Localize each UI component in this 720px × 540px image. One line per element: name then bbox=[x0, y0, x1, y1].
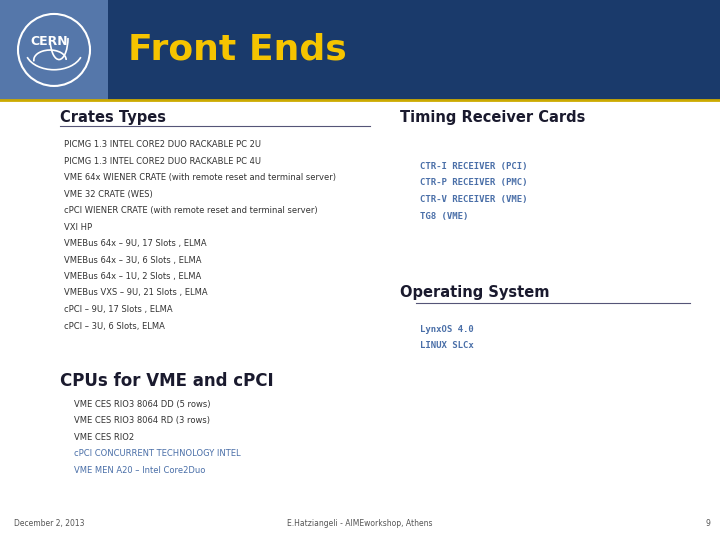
Text: Timing Receiver Cards: Timing Receiver Cards bbox=[400, 110, 585, 125]
Text: December 2, 2013: December 2, 2013 bbox=[14, 519, 84, 528]
Text: E.Hatziangeli - AIMEworkshop, Athens: E.Hatziangeli - AIMEworkshop, Athens bbox=[287, 519, 433, 528]
Text: VME CES RIO2: VME CES RIO2 bbox=[74, 433, 134, 442]
Text: CPUs for VME and cPCI: CPUs for VME and cPCI bbox=[60, 372, 274, 390]
Text: VMEBus 64x – 1U, 2 Slots , ELMA: VMEBus 64x – 1U, 2 Slots , ELMA bbox=[64, 272, 202, 281]
Text: LynxOS 4.0: LynxOS 4.0 bbox=[420, 325, 474, 334]
Text: VMEBus VXS – 9U, 21 Slots , ELMA: VMEBus VXS – 9U, 21 Slots , ELMA bbox=[64, 288, 207, 298]
Text: CTR-I RECEIVER (PCI): CTR-I RECEIVER (PCI) bbox=[420, 162, 528, 171]
Text: cPCI – 9U, 17 Slots , ELMA: cPCI – 9U, 17 Slots , ELMA bbox=[64, 305, 173, 314]
Text: VME CES RIO3 8064 RD (3 rows): VME CES RIO3 8064 RD (3 rows) bbox=[74, 416, 210, 426]
Text: VME 32 CRATE (WES): VME 32 CRATE (WES) bbox=[64, 190, 153, 199]
Text: CERN: CERN bbox=[30, 36, 68, 49]
Text: VME CES RIO3 8064 DD (5 rows): VME CES RIO3 8064 DD (5 rows) bbox=[74, 400, 210, 409]
Text: PICMG 1.3 INTEL CORE2 DUO RACKABLE PC 2U: PICMG 1.3 INTEL CORE2 DUO RACKABLE PC 2U bbox=[64, 140, 261, 149]
Text: Operating System: Operating System bbox=[400, 285, 549, 300]
Text: VXI HP: VXI HP bbox=[64, 222, 92, 232]
Text: VMEBus 64x – 9U, 17 Slots , ELMA: VMEBus 64x – 9U, 17 Slots , ELMA bbox=[64, 239, 207, 248]
Text: 9: 9 bbox=[705, 519, 710, 528]
Text: VME MEN A20 – Intel Core2Duo: VME MEN A20 – Intel Core2Duo bbox=[74, 466, 205, 475]
Text: LINUX SLCx: LINUX SLCx bbox=[420, 341, 474, 350]
Text: VME 64x WIENER CRATE (with remote reset and terminal server): VME 64x WIENER CRATE (with remote reset … bbox=[64, 173, 336, 182]
Text: Crates Types: Crates Types bbox=[60, 110, 166, 125]
Bar bbox=[0, 0, 108, 100]
Text: PICMG 1.3 INTEL CORE2 DUO RACKABLE PC 4U: PICMG 1.3 INTEL CORE2 DUO RACKABLE PC 4U bbox=[64, 157, 261, 165]
Bar bbox=[0, 0, 720, 100]
Text: cPCI CONCURRENT TECHNOLOGY INTEL: cPCI CONCURRENT TECHNOLOGY INTEL bbox=[74, 449, 240, 458]
Text: CTR-V RECEIVER (VME): CTR-V RECEIVER (VME) bbox=[420, 195, 528, 204]
Text: TG8 (VME): TG8 (VME) bbox=[420, 212, 469, 220]
Text: cPCI WIENER CRATE (with remote reset and terminal server): cPCI WIENER CRATE (with remote reset and… bbox=[64, 206, 318, 215]
Text: CTR-P RECEIVER (PMC): CTR-P RECEIVER (PMC) bbox=[420, 179, 528, 187]
Text: VMEBus 64x – 3U, 6 Slots , ELMA: VMEBus 64x – 3U, 6 Slots , ELMA bbox=[64, 255, 202, 265]
Text: cPCI – 3U, 6 Slots, ELMA: cPCI – 3U, 6 Slots, ELMA bbox=[64, 321, 165, 330]
Text: Front Ends: Front Ends bbox=[128, 33, 347, 67]
